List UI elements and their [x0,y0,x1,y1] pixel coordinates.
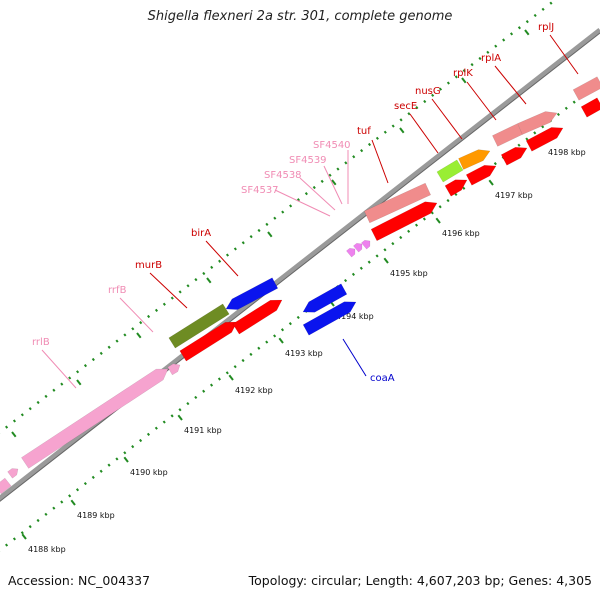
gene-rplJ [572,76,600,101]
gene-rplA [517,111,558,135]
gene-red-1 [179,321,238,362]
gene-red-5 [500,147,528,166]
gene-label-tuf: tuf [357,126,371,137]
label-leader-secE [409,113,439,154]
gene-label-SF4539: SF4539 [289,155,327,166]
gene-label-rrfB: rrfB [108,285,127,296]
genome-summary-text: Topology: circular; Length: 4,607,203 bp… [248,573,592,588]
gene-label-rrlB: rrlB [32,337,50,348]
scale-tick [435,217,441,224]
scale-tick [278,337,284,344]
upper-major-tick [399,127,405,134]
label-leader-nusG [431,98,463,140]
scale-tick-label: 4188 kbp [28,545,66,554]
gene-label-SF4538: SF4538 [264,170,302,181]
upper-tick-line [0,0,558,434]
gene-edge-pink [0,477,12,495]
upper-major-tick [331,179,337,186]
gene-secE [436,159,464,183]
gene-coaA [302,301,357,336]
gene-label-birA: birA [191,228,211,239]
gene-red-2 [232,299,283,335]
scale-tick-label: 4189 kbp [77,511,115,520]
gene-tuf [363,182,432,224]
label-leader-SF4539 [323,165,343,205]
gene-SF4538 [353,242,363,253]
gene-label-rplA: rplA [481,53,501,64]
upper-major-tick [136,332,142,339]
label-leader-rplJ [549,34,579,75]
gene-label-SF4540: SF4540 [313,140,351,151]
upper-major-tick [267,231,273,238]
gene-label-murB: murB [135,260,162,271]
gene-label-coaA: coaA [370,373,395,384]
label-leader-SF4537 [274,189,331,217]
label-leader-birA [205,240,239,277]
gene-label-rplJ: rplJ [538,22,554,33]
label-leader-rplK [466,81,497,121]
scale-tick [228,374,234,381]
genome-backbone [0,28,600,502]
gene-red-3 [444,179,468,197]
scale-tick-label: 4192 kbp [235,386,273,395]
scale-tick [177,414,183,421]
gene-small-pink [7,468,19,479]
scale-tick-label: 4197 kbp [495,191,533,200]
upper-major-tick [206,277,212,284]
accession-text: Accession: NC_004337 [8,573,151,588]
label-leader-SF4538 [299,177,336,211]
genome-backbone-shadow [0,32,600,502]
gene-rplK [492,123,523,147]
scale-tick [21,533,27,540]
scale-tick [488,179,494,186]
scale-tick-label: 4198 kbp [548,148,586,157]
scale-tick-label: 4194 kbp [336,312,374,321]
gene-rrfB [167,363,181,376]
upper-major-tick [461,77,467,84]
map-title: Shigella flexneri 2a str. 301, complete … [147,9,453,24]
gene-blue-a [302,283,348,313]
gene-label-nusG: nusG [415,86,441,97]
gene-SF4537 [346,247,356,258]
scale-tick [123,456,129,463]
gene-birA [225,277,279,310]
gene-tuf-b [370,201,438,242]
scale-tick-label: 4195 kbp [390,269,428,278]
upper-major-tick [76,379,82,386]
gene-label-secE: secE [394,101,417,112]
gene-rrlB [21,368,169,469]
upper-major-tick [11,431,17,438]
gene-murB [168,303,230,349]
scale-tick [383,257,389,264]
scale-tick [70,499,76,506]
scale-tick-label: 4190 kbp [130,468,168,477]
label-leader-murB [149,272,188,309]
gene-nusG [458,149,491,170]
label-leader-coaA [342,338,367,377]
scale-tick-label: 4191 kbp [184,426,222,435]
gene-SF4539 [361,239,371,250]
gene-label-rplK: rplK [453,68,473,79]
scale-tick-label: 4193 kbp [285,349,323,358]
gene-red-6 [525,127,564,152]
scale-tick-label: 4196 kbp [442,229,480,238]
label-leader-rplA [494,65,527,105]
label-leader-tuf [371,139,389,184]
gene-label-SF4537: SF4537 [241,185,279,196]
label-leader-rrlB [41,349,77,389]
gene-red-4 [465,165,497,186]
gene-rplL [580,97,600,118]
label-leader-rrfB [119,297,154,333]
upper-major-tick [524,29,530,36]
